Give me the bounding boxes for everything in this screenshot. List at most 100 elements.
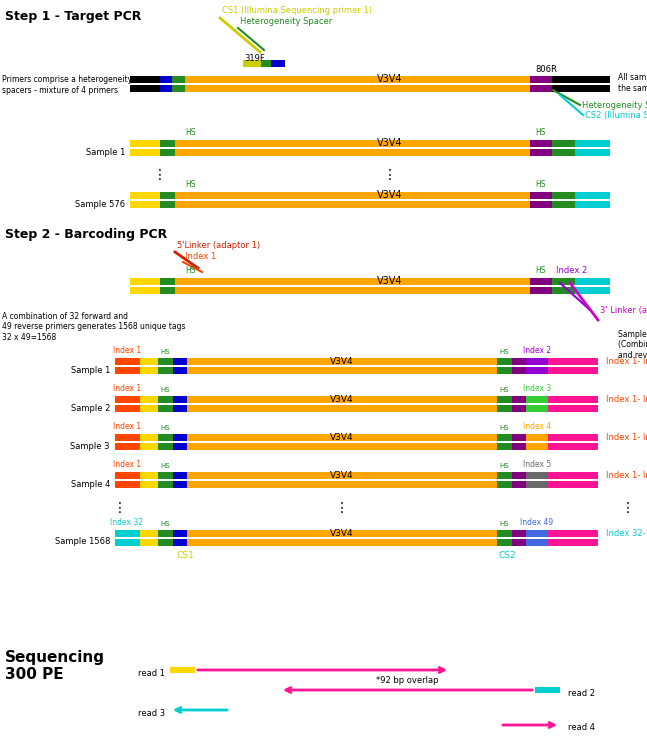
Text: Index 32- Index 49: Index 32- Index 49: [606, 528, 647, 537]
Text: V3V4: V3V4: [377, 190, 402, 200]
Text: Index 49: Index 49: [520, 518, 554, 527]
Bar: [530, 149, 552, 156]
Text: Index 1: Index 1: [113, 460, 141, 469]
Bar: [170, 667, 195, 673]
Bar: [530, 192, 552, 199]
Text: HS: HS: [160, 387, 170, 393]
Text: 5'Linker (adaptor 1): 5'Linker (adaptor 1): [177, 241, 260, 250]
Bar: [526, 472, 548, 479]
Bar: [552, 192, 575, 199]
Text: Index 5: Index 5: [523, 460, 551, 469]
Bar: [512, 472, 526, 479]
Bar: [497, 405, 512, 412]
Bar: [115, 530, 140, 537]
Bar: [530, 287, 552, 294]
Text: V3V4: V3V4: [330, 528, 354, 537]
Text: Index 2: Index 2: [523, 346, 551, 355]
Bar: [552, 140, 575, 147]
Text: read 4: read 4: [568, 724, 595, 733]
Bar: [158, 481, 173, 488]
Bar: [130, 76, 160, 83]
Bar: [548, 472, 598, 479]
Text: HS: HS: [160, 425, 170, 431]
Bar: [526, 405, 548, 412]
Bar: [187, 481, 497, 488]
Bar: [530, 76, 552, 83]
Text: Step 1 - Target PCR: Step 1 - Target PCR: [5, 10, 142, 23]
Text: Index 3: Index 3: [523, 384, 551, 393]
Bar: [575, 140, 610, 147]
Bar: [173, 530, 187, 537]
Bar: [575, 287, 610, 294]
Text: read 3: read 3: [138, 708, 165, 718]
Text: HS: HS: [186, 266, 196, 275]
Bar: [185, 85, 530, 92]
Bar: [526, 481, 548, 488]
Bar: [512, 434, 526, 441]
Bar: [173, 472, 187, 479]
Bar: [497, 481, 512, 488]
Bar: [160, 76, 172, 83]
Bar: [552, 85, 610, 92]
Bar: [575, 278, 610, 285]
Text: Sample 2: Sample 2: [71, 403, 110, 413]
Text: HS: HS: [160, 521, 170, 527]
Bar: [175, 201, 530, 208]
Bar: [173, 405, 187, 412]
Text: *92 bp overlap: *92 bp overlap: [376, 676, 438, 685]
Bar: [497, 539, 512, 546]
Bar: [261, 60, 271, 67]
Bar: [115, 434, 140, 441]
Bar: [160, 149, 175, 156]
Bar: [552, 278, 575, 285]
Bar: [535, 687, 560, 693]
Text: HS: HS: [499, 425, 509, 431]
Bar: [530, 85, 552, 92]
Text: HS: HS: [535, 128, 545, 137]
Bar: [172, 85, 185, 92]
Bar: [158, 396, 173, 403]
Bar: [187, 443, 497, 450]
Bar: [187, 472, 497, 479]
Text: HS: HS: [535, 266, 545, 275]
Bar: [575, 192, 610, 199]
Text: Heterogeneity Spacer: Heterogeneity Spacer: [582, 100, 647, 110]
Bar: [140, 405, 158, 412]
Text: ⋮: ⋮: [621, 501, 635, 515]
Bar: [140, 530, 158, 537]
Text: CS1 (Illumina Sequencing primer 1): CS1 (Illumina Sequencing primer 1): [222, 6, 372, 15]
Text: Sample 4: Sample 4: [71, 480, 110, 489]
Bar: [173, 434, 187, 441]
Bar: [130, 192, 160, 199]
Bar: [575, 201, 610, 208]
Bar: [187, 530, 497, 537]
Text: Sample 1: Sample 1: [85, 147, 125, 156]
Bar: [160, 287, 175, 294]
Bar: [548, 396, 598, 403]
Bar: [530, 140, 552, 147]
Text: CS2 (Illumina Sequencing primer 2): CS2 (Illumina Sequencing primer 2): [585, 111, 647, 119]
Bar: [548, 539, 598, 546]
Text: CS1: CS1: [176, 551, 194, 560]
Text: A combination of 32 forward and
49 reverse primers generates 1568 unique tags
32: A combination of 32 forward and 49 rever…: [2, 312, 186, 342]
Bar: [512, 405, 526, 412]
Text: Index 1: Index 1: [113, 384, 141, 393]
Bar: [158, 434, 173, 441]
Text: ⋮: ⋮: [383, 168, 397, 182]
Text: ⋮: ⋮: [153, 168, 167, 182]
Text: Index 1: Index 1: [113, 346, 141, 355]
Bar: [548, 358, 598, 365]
Text: HS: HS: [499, 349, 509, 355]
Bar: [512, 396, 526, 403]
Bar: [548, 405, 598, 412]
Bar: [175, 278, 530, 285]
Bar: [497, 367, 512, 374]
Bar: [187, 405, 497, 412]
Bar: [115, 405, 140, 412]
Text: HS: HS: [499, 463, 509, 469]
Bar: [160, 140, 175, 147]
Text: HS: HS: [186, 128, 196, 137]
Bar: [526, 358, 548, 365]
Bar: [552, 149, 575, 156]
Bar: [173, 358, 187, 365]
